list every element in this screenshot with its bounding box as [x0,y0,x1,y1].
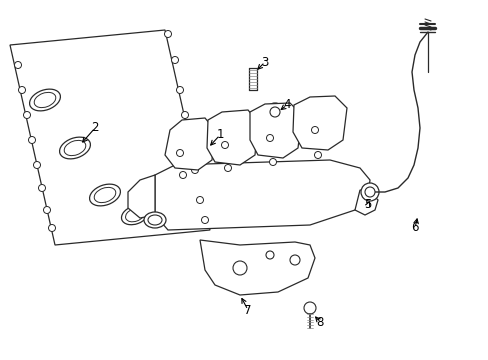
Circle shape [232,261,246,275]
Ellipse shape [60,137,90,159]
Circle shape [181,112,188,118]
Circle shape [360,183,378,201]
Circle shape [196,197,203,203]
Circle shape [179,171,186,179]
Circle shape [28,136,36,144]
Circle shape [164,31,171,37]
Circle shape [48,225,55,231]
Polygon shape [249,103,302,158]
Text: 1: 1 [216,129,224,141]
Polygon shape [206,110,258,165]
Circle shape [171,57,178,63]
Ellipse shape [143,212,165,228]
Circle shape [224,165,231,171]
Polygon shape [10,30,209,245]
Circle shape [311,126,318,134]
Polygon shape [354,190,377,215]
Circle shape [269,107,280,117]
Circle shape [265,103,284,121]
Text: 7: 7 [244,303,251,316]
Circle shape [39,184,45,192]
Circle shape [186,141,193,148]
Circle shape [176,149,183,157]
Polygon shape [200,240,314,295]
Circle shape [221,141,228,148]
Circle shape [19,86,25,94]
Circle shape [266,135,273,141]
Circle shape [15,62,21,68]
Circle shape [34,162,41,168]
Circle shape [265,251,273,259]
Ellipse shape [121,205,148,225]
Text: 6: 6 [410,221,418,234]
Polygon shape [155,160,369,230]
Text: 4: 4 [283,99,290,112]
Circle shape [191,166,198,174]
Circle shape [314,152,321,158]
Text: 2: 2 [91,121,99,135]
Polygon shape [164,118,215,170]
Circle shape [364,187,374,197]
Text: 5: 5 [364,198,371,211]
Text: 8: 8 [316,315,323,328]
Ellipse shape [148,215,162,225]
Polygon shape [292,96,346,150]
Circle shape [269,158,276,166]
Circle shape [23,112,30,118]
Circle shape [43,207,50,213]
Circle shape [176,86,183,94]
Circle shape [201,216,208,224]
Ellipse shape [29,89,61,111]
Circle shape [289,255,299,265]
Polygon shape [128,175,155,218]
Circle shape [304,302,315,314]
Text: 3: 3 [261,55,268,68]
Ellipse shape [89,184,120,206]
